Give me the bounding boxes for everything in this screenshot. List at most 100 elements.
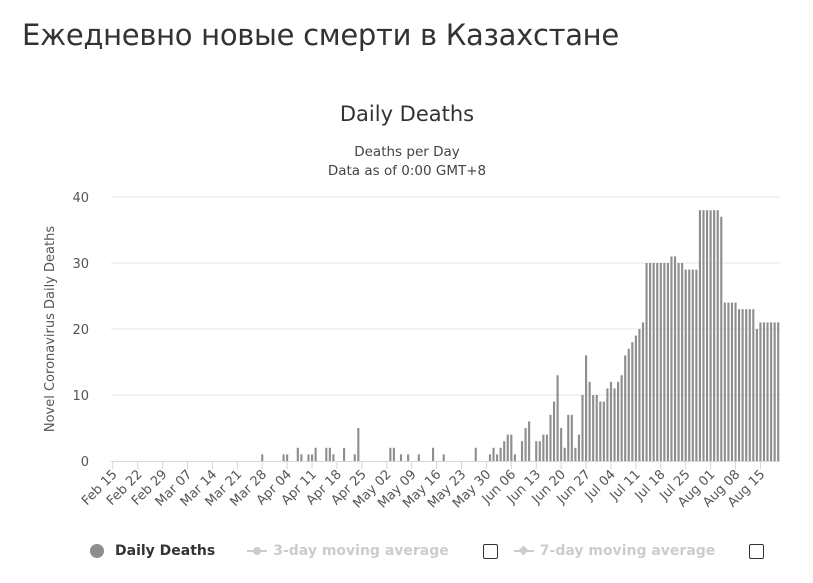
bar[interactable] <box>723 302 726 461</box>
bar[interactable] <box>659 263 662 461</box>
bar[interactable] <box>300 454 303 461</box>
bar[interactable] <box>567 414 570 461</box>
bar[interactable] <box>738 309 741 461</box>
bar[interactable] <box>492 447 495 461</box>
bar[interactable] <box>560 428 563 461</box>
bar[interactable] <box>296 447 299 461</box>
bar[interactable] <box>307 454 310 461</box>
legend-item-7-day-average[interactable]: 7-day moving average <box>513 543 715 559</box>
bar[interactable] <box>528 421 531 461</box>
bar[interactable] <box>609 381 613 461</box>
bar[interactable] <box>638 329 641 461</box>
bar[interactable] <box>592 395 595 461</box>
bar[interactable] <box>513 454 516 461</box>
bar[interactable] <box>673 256 677 461</box>
bar[interactable] <box>716 210 719 461</box>
bar[interactable] <box>595 395 598 461</box>
bar[interactable] <box>584 355 588 461</box>
bar[interactable] <box>663 263 666 461</box>
bar[interactable] <box>613 388 616 461</box>
bar[interactable] <box>720 216 723 461</box>
bar[interactable] <box>727 302 730 461</box>
bar[interactable] <box>357 428 360 461</box>
bar[interactable] <box>552 401 556 461</box>
bar[interactable] <box>499 447 502 461</box>
bar[interactable] <box>570 414 573 461</box>
bar[interactable] <box>535 441 538 461</box>
bar[interactable] <box>666 263 669 461</box>
bar[interactable] <box>389 447 392 461</box>
bar[interactable] <box>741 309 744 461</box>
bar[interactable] <box>577 434 581 461</box>
bar[interactable] <box>496 454 499 461</box>
bar[interactable] <box>745 309 748 461</box>
bar[interactable] <box>641 322 645 461</box>
bar[interactable] <box>556 375 559 461</box>
bar[interactable] <box>588 381 591 461</box>
bar[interactable] <box>631 342 634 461</box>
bar[interactable] <box>709 210 712 461</box>
bar[interactable] <box>488 454 492 461</box>
bar[interactable] <box>730 302 734 461</box>
bar[interactable] <box>617 381 620 461</box>
bar[interactable] <box>431 447 435 461</box>
bar[interactable] <box>503 441 506 461</box>
bar[interactable] <box>542 434 545 461</box>
bar[interactable] <box>670 256 673 461</box>
bar[interactable] <box>759 322 762 461</box>
bar[interactable] <box>688 269 691 461</box>
bar[interactable] <box>656 263 659 461</box>
bar[interactable] <box>734 302 737 461</box>
bar[interactable] <box>645 263 648 461</box>
bar[interactable] <box>474 447 477 461</box>
bar[interactable] <box>506 434 509 461</box>
bar[interactable] <box>770 322 773 461</box>
bar[interactable] <box>748 309 751 461</box>
bar[interactable] <box>652 263 655 461</box>
legend-item-daily-deaths[interactable]: Daily Deaths <box>90 543 215 559</box>
legend-item-3-day-average[interactable]: 3-day moving average <box>247 543 449 559</box>
checkbox-7-day-average[interactable] <box>749 543 765 559</box>
bar[interactable] <box>684 269 687 461</box>
bar[interactable] <box>581 395 584 461</box>
bar[interactable] <box>624 355 627 461</box>
bar[interactable] <box>698 210 702 461</box>
bar[interactable] <box>510 434 513 461</box>
bar-series-daily-deaths[interactable] <box>261 210 780 461</box>
bar[interactable] <box>681 263 684 461</box>
bar[interactable] <box>563 447 566 461</box>
bar[interactable] <box>695 269 698 461</box>
bar[interactable] <box>538 441 541 461</box>
bar[interactable] <box>392 447 395 461</box>
bar[interactable] <box>343 447 346 461</box>
bar[interactable] <box>599 401 602 461</box>
bar[interactable] <box>705 210 709 461</box>
bar[interactable] <box>442 454 445 461</box>
bar[interactable] <box>325 447 328 461</box>
checkbox-3-day-average[interactable] <box>482 543 498 559</box>
bar[interactable] <box>261 454 264 461</box>
bar[interactable] <box>691 269 694 461</box>
bar[interactable] <box>634 335 637 461</box>
bar[interactable] <box>574 447 577 461</box>
bar[interactable] <box>773 322 776 461</box>
bar[interactable] <box>282 454 285 461</box>
bar[interactable] <box>606 388 609 461</box>
bar[interactable] <box>417 454 420 461</box>
bar[interactable] <box>777 322 780 461</box>
bar[interactable] <box>310 454 314 461</box>
bar[interactable] <box>627 348 630 461</box>
bar[interactable] <box>713 210 716 461</box>
bar[interactable] <box>353 454 356 461</box>
bar[interactable] <box>762 322 766 461</box>
bar[interactable] <box>520 441 524 461</box>
bar[interactable] <box>399 454 403 461</box>
bar[interactable] <box>752 309 755 461</box>
bar[interactable] <box>766 322 769 461</box>
bar[interactable] <box>549 414 552 461</box>
bar[interactable] <box>649 263 652 461</box>
bar[interactable] <box>332 454 335 461</box>
bar[interactable] <box>602 401 605 461</box>
bar[interactable] <box>702 210 705 461</box>
bar[interactable] <box>677 263 680 461</box>
